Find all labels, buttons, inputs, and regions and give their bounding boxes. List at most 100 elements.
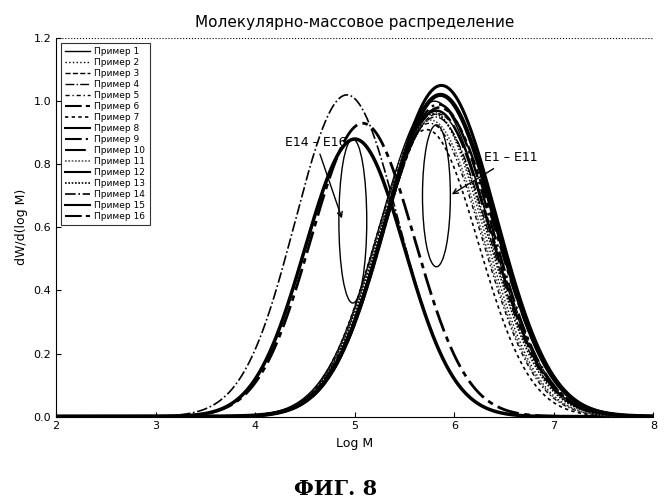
Пример 14 bbox=[573, 414, 581, 420]
Пример 15 bbox=[649, 414, 657, 420]
Пример 14 bbox=[649, 414, 657, 420]
Пример 11 bbox=[573, 408, 581, 414]
Line: Пример 7: Пример 7 bbox=[56, 130, 653, 416]
Пример 12 bbox=[573, 400, 581, 406]
Пример 3 bbox=[120, 414, 128, 420]
Пример 5 bbox=[281, 406, 289, 412]
Пример 5 bbox=[156, 414, 164, 420]
Пример 13 bbox=[120, 414, 128, 420]
Пример 11 bbox=[281, 407, 289, 413]
Пример 16 bbox=[120, 414, 128, 420]
Пример 4 bbox=[573, 404, 581, 410]
Line: Пример 6: Пример 6 bbox=[56, 108, 653, 416]
Пример 16 bbox=[52, 414, 60, 420]
Пример 15 bbox=[307, 225, 315, 231]
Пример 3 bbox=[433, 111, 442, 117]
Line: Пример 10: Пример 10 bbox=[56, 110, 653, 416]
Пример 4 bbox=[281, 408, 289, 414]
Пример 4 bbox=[431, 114, 439, 120]
Пример 11 bbox=[426, 117, 434, 123]
Пример 15 bbox=[281, 309, 289, 315]
Line: Пример 2: Пример 2 bbox=[56, 110, 653, 416]
Пример 11 bbox=[307, 390, 315, 396]
Пример 8 bbox=[638, 413, 646, 419]
Пример 11 bbox=[638, 414, 646, 420]
Пример 9 bbox=[573, 402, 581, 408]
Пример 10 bbox=[120, 414, 128, 420]
Line: Пример 9: Пример 9 bbox=[56, 104, 653, 416]
Y-axis label: dW/d(log M): dW/d(log M) bbox=[15, 189, 28, 266]
Пример 11 bbox=[52, 414, 60, 420]
Пример 3 bbox=[156, 414, 164, 420]
Пример 11 bbox=[156, 414, 164, 420]
Пример 12 bbox=[120, 414, 128, 420]
Пример 10 bbox=[281, 408, 289, 414]
Пример 9 bbox=[638, 414, 646, 420]
Пример 16 bbox=[573, 414, 581, 420]
Пример 7 bbox=[281, 406, 289, 412]
Пример 4 bbox=[156, 414, 164, 420]
Пример 12 bbox=[156, 414, 164, 420]
Line: Пример 12: Пример 12 bbox=[56, 95, 653, 416]
Пример 14 bbox=[52, 414, 60, 420]
Пример 7 bbox=[52, 414, 60, 420]
Пример 1 bbox=[156, 414, 164, 420]
Пример 2 bbox=[120, 414, 128, 420]
Пример 3 bbox=[649, 414, 657, 420]
Пример 14 bbox=[343, 92, 351, 98]
Line: Пример 3: Пример 3 bbox=[56, 114, 653, 416]
Пример 16 bbox=[281, 318, 289, 324]
Пример 6 bbox=[156, 414, 164, 420]
Пример 8 bbox=[437, 82, 446, 88]
Line: Пример 14: Пример 14 bbox=[56, 95, 653, 416]
Пример 1 bbox=[430, 98, 438, 104]
Пример 2 bbox=[52, 414, 60, 420]
Пример 1 bbox=[649, 414, 657, 420]
Пример 14 bbox=[281, 256, 289, 262]
Пример 8 bbox=[307, 394, 315, 400]
Пример 12 bbox=[307, 394, 315, 400]
Пример 2 bbox=[307, 391, 315, 397]
Text: E14 – E16: E14 – E16 bbox=[285, 136, 347, 217]
Пример 2 bbox=[156, 414, 164, 420]
Пример 6 bbox=[52, 414, 60, 420]
Пример 1 bbox=[120, 414, 128, 420]
Пример 7 bbox=[120, 414, 128, 420]
Line: Пример 11: Пример 11 bbox=[56, 120, 653, 416]
Пример 4 bbox=[638, 414, 646, 420]
Пример 15 bbox=[156, 414, 164, 420]
Пример 8 bbox=[281, 408, 289, 414]
Пример 16 bbox=[359, 120, 367, 126]
Line: Пример 16: Пример 16 bbox=[56, 124, 653, 416]
Пример 11 bbox=[649, 414, 657, 420]
Пример 5 bbox=[52, 414, 60, 420]
Line: Пример 8: Пример 8 bbox=[56, 86, 653, 416]
Пример 5 bbox=[649, 414, 657, 420]
Пример 12 bbox=[52, 414, 60, 420]
Пример 5 bbox=[425, 120, 433, 126]
Пример 13 bbox=[281, 407, 289, 413]
Пример 12 bbox=[649, 414, 657, 420]
Пример 7 bbox=[156, 414, 164, 420]
Line: Пример 1: Пример 1 bbox=[56, 101, 653, 416]
X-axis label: Log M: Log M bbox=[336, 437, 374, 450]
Пример 9 bbox=[281, 408, 289, 414]
Пример 3 bbox=[307, 392, 315, 398]
Пример 13 bbox=[429, 111, 437, 117]
Пример 1 bbox=[281, 406, 289, 412]
Пример 15 bbox=[573, 414, 581, 420]
Пример 2 bbox=[638, 414, 646, 420]
Пример 15 bbox=[638, 414, 646, 420]
Пример 7 bbox=[638, 414, 646, 420]
Пример 13 bbox=[156, 414, 164, 420]
Пример 4 bbox=[52, 414, 60, 420]
Пример 5 bbox=[573, 408, 581, 414]
Пример 15 bbox=[351, 136, 359, 142]
Пример 4 bbox=[120, 414, 128, 420]
Пример 4 bbox=[649, 414, 657, 420]
Line: Пример 4: Пример 4 bbox=[56, 117, 653, 416]
Пример 5 bbox=[120, 414, 128, 420]
Пример 3 bbox=[52, 414, 60, 420]
Пример 1 bbox=[52, 414, 60, 420]
Пример 2 bbox=[281, 407, 289, 413]
